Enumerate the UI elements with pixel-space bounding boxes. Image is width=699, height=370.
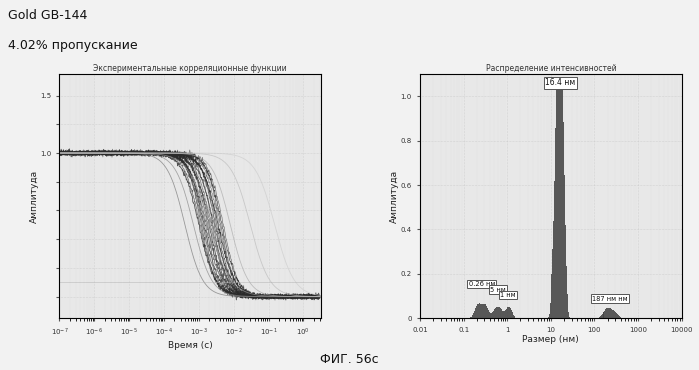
- Title: Распределение интенсивностей: Распределение интенсивностей: [486, 64, 616, 73]
- Text: Gold GB-144: Gold GB-144: [8, 9, 88, 22]
- Y-axis label: Амплитуда: Амплитуда: [390, 169, 399, 223]
- Text: 187 нм нм: 187 нм нм: [592, 296, 628, 302]
- Text: 4.02% пропускание: 4.02% пропускание: [8, 39, 138, 52]
- X-axis label: Размер (нм): Размер (нм): [522, 335, 579, 344]
- Text: ФИГ. 56c: ФИГ. 56c: [320, 353, 379, 366]
- Text: 16.4 нм: 16.4 нм: [545, 78, 575, 87]
- Text: 5 нм: 5 нм: [490, 287, 505, 293]
- X-axis label: Время (с): Время (с): [168, 341, 212, 350]
- Text: 0.26 нм: 0.26 нм: [468, 281, 495, 287]
- Y-axis label: Амплитуда: Амплитуда: [29, 169, 38, 223]
- Text: 1 нм: 1 нм: [500, 292, 516, 298]
- Title: Экспериментальные корреляционные функции: Экспериментальные корреляционные функции: [93, 64, 287, 73]
